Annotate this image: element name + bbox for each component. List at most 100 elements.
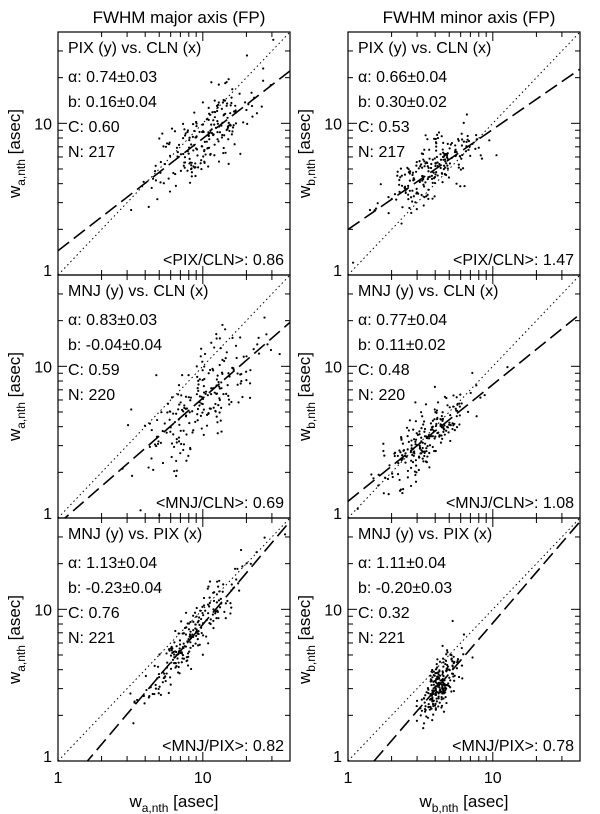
data-point xyxy=(408,419,411,422)
data-point xyxy=(175,438,178,441)
data-point xyxy=(255,112,259,115)
data-point xyxy=(421,450,424,453)
data-point xyxy=(414,473,417,477)
data-point xyxy=(230,583,233,586)
data-point xyxy=(462,653,465,656)
data-point xyxy=(188,139,191,142)
data-point xyxy=(200,427,203,430)
data-point xyxy=(196,413,199,416)
data-point xyxy=(415,187,418,191)
data-point xyxy=(251,115,254,118)
data-point xyxy=(167,648,171,651)
x-axis-label: wa,nth [asec] xyxy=(128,792,218,814)
y-tick-label: 10 xyxy=(324,602,342,619)
data-point xyxy=(216,374,219,377)
data-point xyxy=(215,384,218,387)
data-point xyxy=(442,168,445,171)
x-axis-label-unit: [asec] xyxy=(168,792,218,811)
data-point xyxy=(227,78,230,81)
data-point xyxy=(410,444,413,447)
stat-line: b: -0.23±0.04 xyxy=(68,580,162,597)
data-point xyxy=(159,441,162,444)
data-point xyxy=(217,140,220,143)
data-point xyxy=(173,653,176,656)
data-point xyxy=(398,183,401,186)
data-point xyxy=(480,157,484,160)
data-point xyxy=(175,441,178,444)
data-point xyxy=(415,164,418,167)
data-point xyxy=(247,103,250,106)
data-point xyxy=(205,413,209,416)
data-point xyxy=(412,179,415,182)
data-point xyxy=(405,426,409,429)
data-point xyxy=(398,489,402,492)
fit-line xyxy=(58,70,290,252)
data-point xyxy=(390,197,393,201)
data-point xyxy=(224,602,227,605)
stat-line: C: 0.76 xyxy=(68,605,120,622)
data-point xyxy=(448,162,452,165)
data-point xyxy=(383,476,387,479)
data-point xyxy=(177,143,181,146)
stat-line: N: 221 xyxy=(358,630,405,647)
data-point xyxy=(427,166,430,170)
data-point xyxy=(181,122,185,125)
data-point xyxy=(214,410,217,413)
data-point xyxy=(240,372,243,376)
x-axis-label-base: w xyxy=(418,792,432,811)
y-axis-label-unit: [asec] xyxy=(5,595,24,645)
data-point xyxy=(187,638,190,641)
data-point xyxy=(432,674,435,677)
x-axis-label: wb,nth [asec] xyxy=(418,792,508,814)
data-point xyxy=(404,189,407,192)
data-point xyxy=(434,162,437,165)
data-point xyxy=(430,694,433,697)
data-point xyxy=(283,533,287,536)
data-point xyxy=(430,670,433,673)
data-point xyxy=(221,133,224,137)
data-point xyxy=(459,185,462,188)
y-axis-label-sub: b,nth xyxy=(304,645,318,672)
data-point xyxy=(220,406,223,409)
data-point xyxy=(431,668,434,672)
data-point xyxy=(475,384,478,387)
data-point xyxy=(151,177,155,180)
data-point xyxy=(208,112,211,115)
data-point xyxy=(479,396,482,399)
data-point xyxy=(442,683,445,686)
data-point xyxy=(393,454,396,458)
data-point xyxy=(215,392,218,396)
data-point xyxy=(164,679,167,683)
data-point xyxy=(224,617,227,620)
data-point xyxy=(433,385,436,388)
data-point xyxy=(464,150,467,153)
data-point xyxy=(448,669,451,672)
data-point xyxy=(230,606,233,609)
data-point xyxy=(214,402,217,406)
data-point xyxy=(218,131,222,134)
data-point xyxy=(159,160,162,164)
data-point xyxy=(237,582,240,585)
data-point xyxy=(183,156,187,159)
data-point xyxy=(445,667,448,670)
data-point xyxy=(439,423,442,426)
data-point xyxy=(446,152,449,155)
data-point xyxy=(255,551,258,554)
data-point xyxy=(408,206,411,210)
data-point xyxy=(201,378,204,382)
data-point xyxy=(414,170,418,173)
data-point xyxy=(174,184,177,187)
stat-line: N: 217 xyxy=(358,144,405,161)
data-point xyxy=(188,633,192,636)
data-point xyxy=(212,406,215,409)
data-point xyxy=(220,136,224,139)
data-point xyxy=(432,429,435,432)
data-point xyxy=(400,435,403,439)
data-point xyxy=(441,644,444,648)
data-point xyxy=(440,704,444,707)
data-point xyxy=(431,158,434,161)
data-point xyxy=(451,422,454,425)
data-point xyxy=(433,449,436,453)
data-point xyxy=(163,422,166,425)
data-point xyxy=(193,166,196,169)
